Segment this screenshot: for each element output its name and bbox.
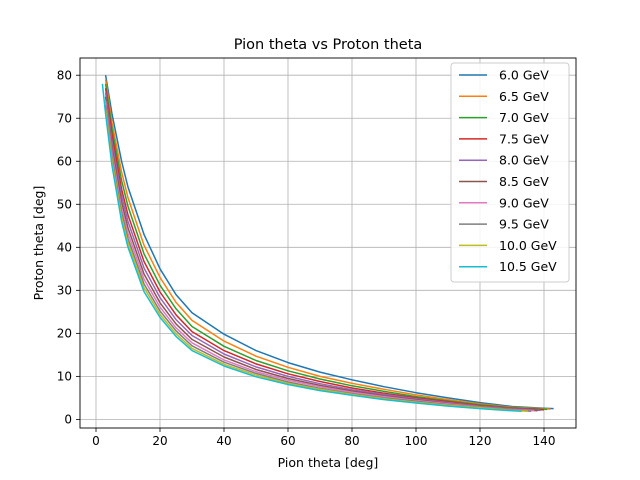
series-line bbox=[104, 83, 548, 411]
y-tick-label: 80 bbox=[57, 69, 72, 83]
legend-label: 7.5 GeV bbox=[499, 131, 549, 146]
series-layer bbox=[101, 75, 554, 412]
legend-label: 6.0 GeV bbox=[499, 68, 549, 83]
series-line bbox=[104, 100, 535, 412]
legend-label: 6.5 GeV bbox=[499, 89, 549, 104]
legend-label: 10.5 GeV bbox=[499, 259, 557, 274]
legend-label: 7.0 GeV bbox=[499, 110, 549, 125]
y-tick-label: 60 bbox=[57, 155, 72, 169]
y-tick-label: 10 bbox=[57, 370, 72, 384]
plot-area-frame bbox=[79, 57, 577, 429]
y-axis-label: Proton theta [deg] bbox=[31, 186, 46, 301]
legend-label: 9.0 GeV bbox=[499, 195, 549, 210]
legend-label: 9.5 GeV bbox=[499, 217, 549, 232]
x-tick-label: 80 bbox=[344, 434, 359, 448]
y-tick-label: 30 bbox=[57, 284, 72, 298]
y-tick-label: 20 bbox=[57, 327, 72, 341]
x-tick-label: 120 bbox=[469, 434, 492, 448]
series-line bbox=[104, 79, 551, 410]
x-tick-label: 100 bbox=[405, 434, 428, 448]
x-tick-label: 140 bbox=[533, 434, 556, 448]
legend: 6.0 GeV 6.5 GeV 7.0 GeV 7.5 GeV 8.0 GeV 8.5 G… bbox=[450, 62, 570, 283]
y-tick-label: 70 bbox=[57, 112, 72, 126]
y-tick-label: 40 bbox=[57, 241, 72, 255]
series-line bbox=[104, 92, 541, 412]
x-tick-label: 0 bbox=[92, 434, 100, 448]
x-tick-label: 40 bbox=[216, 434, 231, 448]
series-line bbox=[104, 75, 554, 410]
x-tick-label: 20 bbox=[152, 434, 167, 448]
y-axis-ticks: 0 10 20 30 40 50 60 70 80 bbox=[57, 69, 80, 427]
legend-label: 8.0 GeV bbox=[499, 153, 549, 168]
x-axis-label: Pion theta [deg] bbox=[278, 455, 379, 470]
series-line bbox=[104, 87, 545, 411]
series-line bbox=[101, 83, 522, 412]
series-line bbox=[104, 109, 529, 412]
legend-label: 10.0 GeV bbox=[499, 238, 557, 253]
x-axis-ticks: 0 20 40 60 80 100 120 140 bbox=[92, 428, 555, 448]
x-tick-label: 60 bbox=[280, 434, 295, 448]
legend-label: 8.5 GeV bbox=[499, 174, 549, 189]
y-tick-label: 50 bbox=[57, 198, 72, 212]
y-tick-label: 0 bbox=[64, 413, 72, 427]
chart-title: Pion theta vs Proton theta bbox=[234, 37, 423, 53]
